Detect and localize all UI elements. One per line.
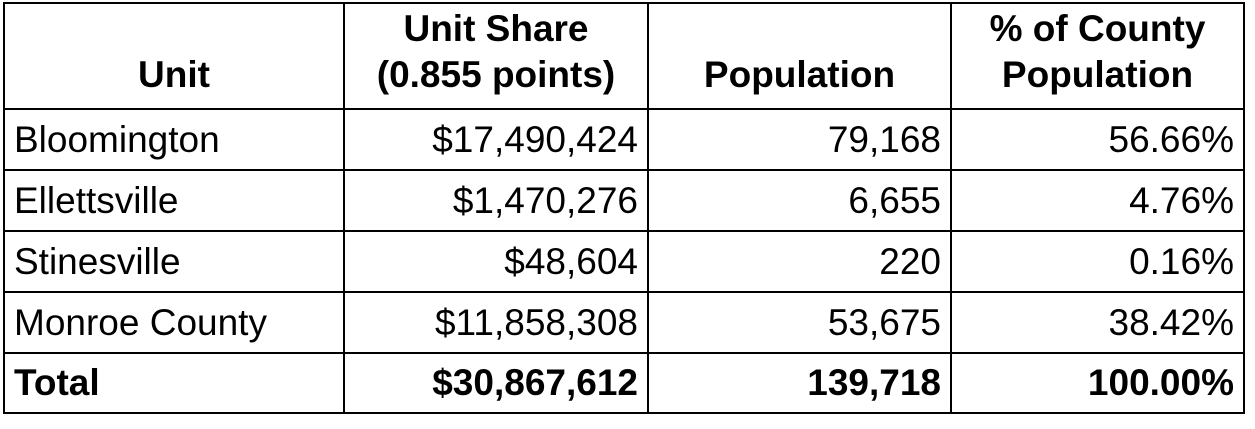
total-percent: 100.00% xyxy=(950,352,1245,414)
table-header: Unit Unit Share (0.855 points) Populatio… xyxy=(3,2,1245,110)
header-percent-line-2: Population xyxy=(1001,54,1194,95)
cell-population: 53,675 xyxy=(647,291,952,354)
header-percent-county: % of County Population xyxy=(950,2,1245,110)
cell-unit: Ellettsville xyxy=(3,169,345,232)
cell-percent: 56.66% xyxy=(950,108,1245,171)
population-share-table: Unit Unit Share (0.855 points) Populatio… xyxy=(3,2,1245,414)
header-population: Population xyxy=(647,2,952,110)
header-unit-share-line-2: (0.855 points) xyxy=(376,54,616,95)
header-percent-line-1: % of County xyxy=(989,8,1206,49)
table-row: Bloomington $17,490,424 79,168 56.66% xyxy=(3,108,1245,171)
cell-population: 79,168 xyxy=(647,108,952,171)
header-unit-share-line-1: Unit Share xyxy=(403,8,589,49)
cell-share: $48,604 xyxy=(343,230,649,293)
header-unit-line-1: Unit xyxy=(138,54,210,95)
total-share: $30,867,612 xyxy=(343,352,649,414)
cell-percent: 38.42% xyxy=(950,291,1245,354)
cell-population: 220 xyxy=(647,230,952,293)
table-body: Bloomington $17,490,424 79,168 56.66% El… xyxy=(3,108,1245,414)
total-row: Total $30,867,612 139,718 100.00% xyxy=(3,352,1245,414)
cell-unit: Bloomington xyxy=(3,108,345,171)
cell-population: 6,655 xyxy=(647,169,952,232)
total-unit: Total xyxy=(3,352,345,414)
header-unit: Unit xyxy=(3,2,345,110)
header-population-line-1: Population xyxy=(703,54,896,95)
header-row: Unit Unit Share (0.855 points) Populatio… xyxy=(3,2,1245,110)
total-population: 139,718 xyxy=(647,352,952,414)
table-row: Stinesville $48,604 220 0.16% xyxy=(3,230,1245,293)
table-row: Monroe County $11,858,308 53,675 38.42% xyxy=(3,291,1245,354)
cell-percent: 0.16% xyxy=(950,230,1245,293)
cell-share: $1,470,276 xyxy=(343,169,649,232)
cell-share: $17,490,424 xyxy=(343,108,649,171)
table-row: Ellettsville $1,470,276 6,655 4.76% xyxy=(3,169,1245,232)
header-unit-share: Unit Share (0.855 points) xyxy=(343,2,649,110)
cell-percent: 4.76% xyxy=(950,169,1245,232)
cell-unit: Monroe County xyxy=(3,291,345,354)
cell-share: $11,858,308 xyxy=(343,291,649,354)
cell-unit: Stinesville xyxy=(3,230,345,293)
